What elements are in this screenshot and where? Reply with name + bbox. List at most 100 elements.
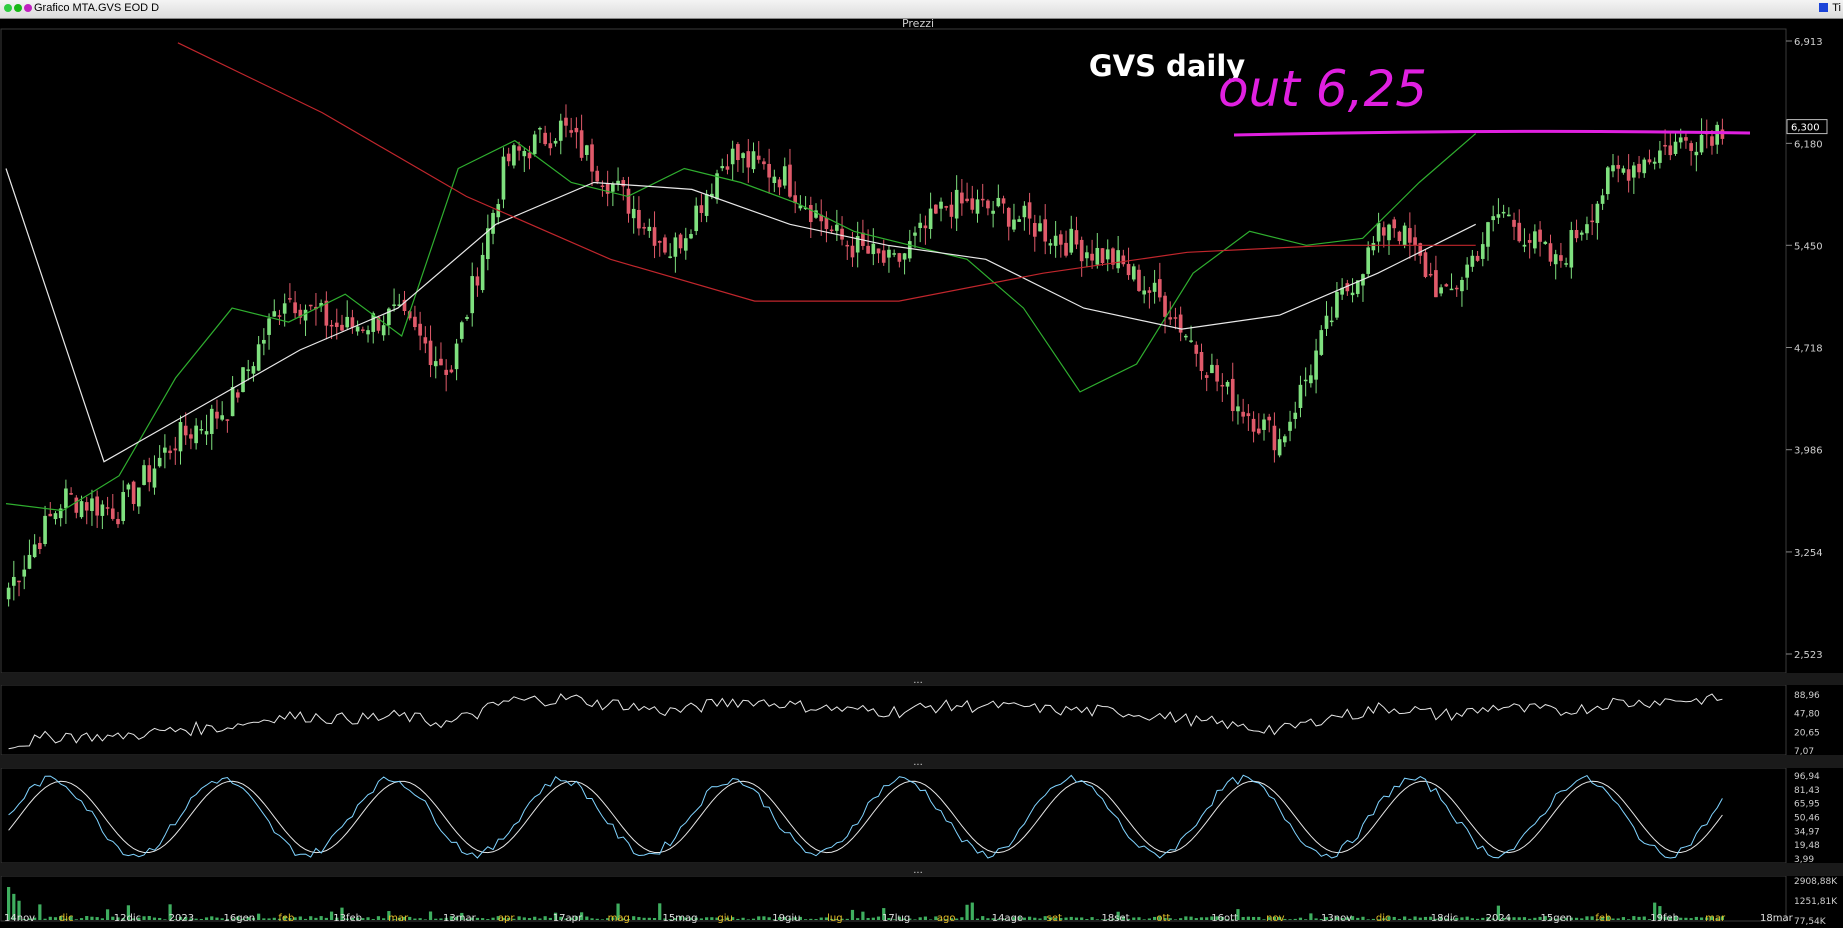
stochastic-tick-label: 50,46: [1794, 814, 1820, 824]
candle-body: [1590, 220, 1594, 223]
candle-body: [116, 518, 120, 525]
volume-bar: [454, 916, 459, 920]
volume-bar: [595, 918, 599, 920]
candle-body: [1548, 243, 1553, 262]
status-green-icon[interactable]: [4, 4, 12, 12]
volume-bar: [1153, 916, 1157, 920]
volume-bar: [1387, 916, 1391, 920]
candle-body: [262, 339, 266, 344]
volume-bar: [501, 917, 506, 920]
volume-bar: [1434, 918, 1438, 920]
volume-bar: [777, 917, 782, 920]
candle-body: [1178, 314, 1183, 333]
status-run-icon[interactable]: [14, 4, 22, 12]
volume-tick-label: 1251,81K: [1794, 897, 1838, 907]
candle-body: [616, 180, 620, 184]
volume-bar: [1262, 919, 1266, 920]
volume-bar: [621, 918, 625, 920]
candle-body: [215, 411, 219, 419]
volume-bar: [1215, 916, 1219, 920]
volume-bar: [178, 916, 183, 920]
date-tick-label: mag: [608, 913, 630, 924]
volume-bar: [975, 918, 980, 920]
volume-bar: [1616, 918, 1620, 920]
volume-bar: [1022, 917, 1026, 920]
volume-bar: [428, 911, 433, 920]
volume-bar: [632, 916, 636, 920]
candle-body: [230, 387, 235, 417]
candle-body: [626, 188, 631, 214]
splitter-2[interactable]: [0, 755, 1843, 768]
moving-average-green: [5, 133, 1477, 512]
volume-bar: [230, 918, 235, 920]
candle-body: [1454, 287, 1459, 290]
volume-bar: [1366, 919, 1370, 920]
volume-bar: [1361, 916, 1365, 920]
candle-body: [194, 425, 198, 444]
chart-canvas[interactable]: Prezzi ... ... ... 6,913 6,180 5,450 4,718 3…: [0, 18, 1843, 928]
volume-bar: [955, 918, 959, 920]
volume-bar: [132, 918, 136, 920]
candle-body: [1022, 205, 1027, 218]
candle-body: [590, 144, 594, 172]
candle-body: [350, 317, 355, 328]
volume-bar: [356, 917, 360, 920]
candle-body: [1027, 202, 1032, 219]
window-right-menu[interactable]: Ti: [1819, 2, 1841, 14]
volume-bar: [658, 903, 662, 920]
candle-body: [340, 324, 344, 331]
candle-body: [569, 130, 574, 133]
candle-body: [246, 369, 251, 371]
candle-body: [621, 180, 626, 187]
candle-body: [762, 161, 766, 165]
volume-bar: [371, 919, 375, 920]
moving-averages: [5, 42, 1477, 512]
splitter-1[interactable]: [0, 673, 1843, 685]
window-titlebar: Grafico MTA.GVS EOD D Ti: [0, 0, 1843, 19]
volume-bar: [1637, 916, 1641, 920]
splitter-3[interactable]: [0, 863, 1843, 876]
volume-bar: [184, 916, 188, 920]
volume-bar: [1376, 919, 1381, 920]
status-magenta-icon[interactable]: [24, 4, 32, 12]
volume-bar: [757, 916, 761, 920]
volume-bar: [449, 916, 453, 920]
volume-bar: [606, 918, 610, 920]
window-title: Grafico MTA.GVS EOD D: [34, 2, 160, 14]
candle-body: [1527, 240, 1532, 243]
candle-body: [48, 513, 53, 517]
candle-body: [558, 120, 563, 141]
candle-body: [1168, 317, 1173, 320]
volume-bar: [491, 917, 495, 920]
window-right-label: Ti: [1832, 2, 1841, 14]
candle-body: [413, 316, 417, 328]
volume-bar: [1491, 918, 1495, 920]
panel-splitters[interactable]: [0, 673, 1843, 876]
candle-body: [1038, 223, 1042, 232]
volume-bar: [965, 904, 969, 920]
volume-bar: [527, 918, 532, 920]
date-tick-label: 14ago: [992, 913, 1023, 924]
candle-body: [1126, 263, 1131, 276]
price-tick-label: 3,254: [1794, 548, 1823, 559]
candle-body: [564, 117, 568, 126]
candle-body: [741, 153, 745, 159]
candle-body: [689, 234, 693, 239]
volume-bar: [194, 918, 198, 920]
candle-body: [1173, 317, 1178, 319]
candle-body: [6, 587, 11, 600]
volume-bar: [1314, 918, 1318, 920]
candle-body: [1642, 159, 1647, 174]
candle-body: [1595, 203, 1600, 224]
candle-body: [69, 493, 73, 495]
candle-body: [991, 210, 995, 214]
candle-body: [1381, 227, 1386, 236]
candle-body: [157, 457, 162, 467]
date-tick-label: giu: [717, 913, 732, 924]
candle-body: [418, 323, 422, 336]
volume-bar: [767, 917, 771, 920]
volume-bar: [1559, 918, 1563, 920]
date-tick-label: ago: [937, 913, 956, 924]
candle-body: [1553, 254, 1558, 265]
volume-bar: [1673, 916, 1678, 920]
